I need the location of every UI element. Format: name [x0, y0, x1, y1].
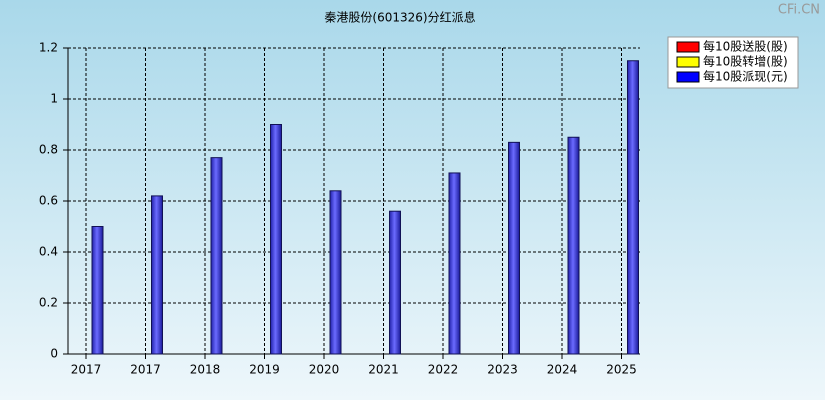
x-tick-label: 2024: [547, 363, 578, 377]
y-tick-label: 1.2: [39, 41, 58, 55]
x-tick-label: 2021: [368, 363, 399, 377]
y-tick-label: 0.2: [39, 296, 58, 310]
bar: [448, 172, 461, 355]
x-tick-label: 2025: [606, 363, 637, 377]
bar: [210, 157, 223, 355]
bar: [508, 141, 520, 355]
y-tick-label: 0.6: [39, 194, 58, 208]
bar: [151, 195, 163, 355]
legend-label: 每10股转增(股): [703, 54, 788, 69]
legend-marker: [676, 71, 700, 83]
legend-label: 每10股送股(股): [703, 39, 788, 54]
bar: [270, 124, 282, 355]
legend-marker: [676, 41, 700, 53]
legend-marker: [676, 56, 700, 68]
x-tick-label: 2018: [190, 363, 221, 377]
x-tick-label: 2017: [130, 363, 161, 377]
bar: [91, 226, 104, 355]
y-tick-label: 0.4: [39, 245, 58, 259]
x-tick-label: 2019: [249, 363, 280, 377]
y-tick-label: 1: [50, 92, 58, 106]
x-tick-label: 2022: [428, 363, 459, 377]
x-tick-label: 2017: [71, 363, 102, 377]
legend-label: 每10股派现(元): [703, 69, 788, 84]
bar: [389, 210, 401, 355]
chart-title: 秦港股份(601326)分红派息: [324, 10, 475, 25]
x-tick-label: 2023: [487, 363, 518, 377]
y-tick-label: 0: [50, 347, 58, 361]
watermark: CFi.CN: [778, 3, 820, 18]
y-tick-label: 0.8: [39, 143, 58, 157]
bar: [627, 60, 639, 355]
x-tick-label: 2020: [309, 363, 340, 377]
bar: [567, 136, 580, 355]
bar: [329, 190, 342, 355]
